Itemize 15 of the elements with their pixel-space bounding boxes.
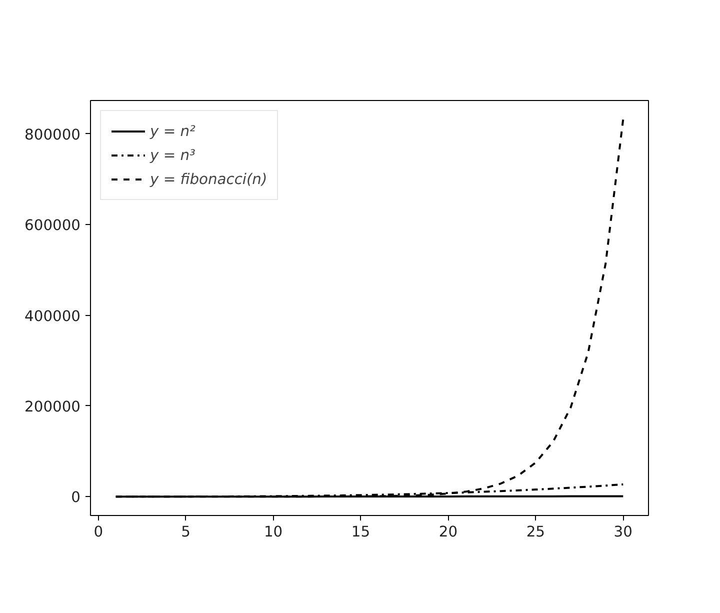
x-tick-label: 0 bbox=[94, 524, 104, 540]
legend-label: y = fibonacci(n) bbox=[150, 170, 268, 188]
legend-label: y = n³ bbox=[150, 146, 196, 164]
y-tick-label: 800000 bbox=[24, 126, 81, 144]
x-tick-label: 25 bbox=[526, 524, 546, 540]
legend-label: y = n² bbox=[150, 122, 196, 140]
y-tick-label: 400000 bbox=[24, 308, 81, 325]
y-tick-label: 200000 bbox=[24, 398, 81, 416]
y-tick-label: 600000 bbox=[24, 217, 81, 234]
x-tick-label: 15 bbox=[351, 524, 370, 540]
x-tick-label: 10 bbox=[264, 524, 283, 540]
y-tick-label: 0 bbox=[71, 489, 81, 506]
x-tick-label: 20 bbox=[438, 524, 458, 540]
x-tick-label: 5 bbox=[181, 524, 190, 540]
x-tick-label: 30 bbox=[614, 524, 632, 540]
